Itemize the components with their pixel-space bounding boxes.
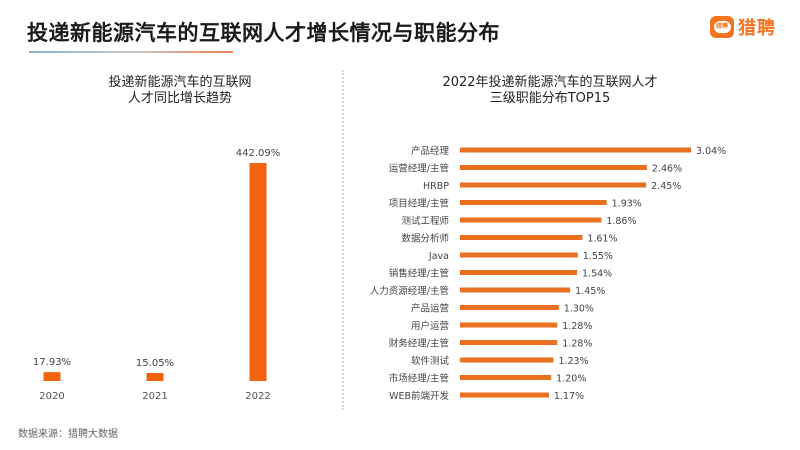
y-tick-label: 财务经理/主管 bbox=[389, 338, 449, 350]
liepin-logo: 猎聘 猎聘 bbox=[710, 14, 776, 40]
logo-badge-text: 猎聘 bbox=[713, 21, 731, 33]
x-tick-label-2021: 2021 bbox=[142, 391, 167, 402]
data-label: 1.23% bbox=[558, 356, 588, 367]
data-label: 1.61% bbox=[587, 234, 617, 245]
data-label-2020: 17.93% bbox=[33, 357, 71, 368]
bar bbox=[460, 305, 559, 310]
y-tick-label: HRBP bbox=[423, 181, 449, 192]
data-label: 1.93% bbox=[612, 199, 642, 210]
page-title: 投递新能源汽车的互联网人才增长情况与职能分布 bbox=[27, 21, 500, 45]
x-tick-label-2020: 2020 bbox=[39, 391, 64, 402]
bar bbox=[460, 357, 554, 363]
y-tick-label: Java bbox=[428, 251, 449, 262]
bar bbox=[460, 217, 602, 223]
y-tick-label: 用户运营 bbox=[411, 320, 449, 332]
growth-bar-chart: 17.93% 2020 15.05% 2021 442.09% 2022 bbox=[33, 148, 281, 402]
y-tick-label: 数据分析师 bbox=[401, 233, 449, 245]
left-chart-title: 投递新能源汽车的互联网 人才同比增长趋势 bbox=[80, 75, 280, 107]
data-label: 2.46% bbox=[652, 164, 682, 175]
y-tick-label: 市场经理/主管 bbox=[389, 373, 449, 385]
data-label: 1.54% bbox=[582, 269, 612, 280]
bar bbox=[460, 375, 552, 380]
data-label: 2.45% bbox=[651, 181, 681, 192]
logo-text: 猎聘 bbox=[738, 18, 776, 39]
data-label: 1.45% bbox=[575, 286, 605, 297]
y-tick-label: 销售经理/主管 bbox=[389, 268, 449, 280]
y-tick-label: 人力资源经理/主管 bbox=[370, 285, 449, 297]
data-label: 1.55% bbox=[583, 251, 613, 262]
left-chart-title-line2: 人才同比增长趋势 bbox=[127, 91, 232, 106]
data-label: 1.17% bbox=[554, 391, 584, 402]
right-chart-title-line1: 2022年投递新能源汽车的互联网人才 bbox=[442, 75, 658, 90]
bar bbox=[460, 287, 571, 293]
bar bbox=[460, 392, 549, 398]
y-tick-label: 运营经理/主管 bbox=[389, 163, 449, 175]
bar bbox=[460, 200, 607, 205]
y-tick-label: WEB前端开发 bbox=[389, 390, 449, 402]
y-tick-label: 产品经理 bbox=[411, 145, 450, 157]
y-tick-label: 软件测试 bbox=[411, 355, 450, 367]
right-chart-title: 2022年投递新能源汽车的互联网人才 三级职能分布TOP15 bbox=[430, 75, 670, 107]
data-source-note: 数据来源：猎聘大数据 bbox=[18, 429, 118, 440]
right-chart-title-line2: 三级职能分布TOP15 bbox=[489, 91, 611, 106]
y-tick-label: 测试工程师 bbox=[401, 215, 449, 227]
bar bbox=[460, 235, 583, 240]
left-chart-title-line1: 投递新能源汽车的互联网 bbox=[108, 75, 252, 90]
data-label: 1.86% bbox=[606, 216, 636, 227]
bar bbox=[460, 165, 647, 170]
panel-divider bbox=[342, 70, 344, 410]
data-label: 1.30% bbox=[564, 304, 594, 315]
logo-badge-icon: 猎聘 bbox=[710, 16, 734, 38]
x-tick-label-2022: 2022 bbox=[245, 391, 270, 402]
function-distribution-chart: 产品经理 3.04% 运营经理/主管 2.46% HRBP 2.45% 项目经理/主管 1.9… bbox=[370, 145, 726, 402]
bar bbox=[460, 322, 558, 328]
bar-2021 bbox=[146, 373, 164, 381]
y-tick-label: 产品运营 bbox=[411, 303, 449, 315]
bar-2022 bbox=[249, 163, 267, 381]
bar bbox=[460, 340, 558, 345]
data-label: 3.04% bbox=[696, 146, 726, 157]
data-label: 1.28% bbox=[562, 339, 592, 350]
title-underline bbox=[29, 51, 233, 53]
bar bbox=[460, 182, 647, 188]
bar bbox=[460, 252, 578, 258]
data-label: 1.20% bbox=[556, 374, 586, 385]
data-label-2021: 15.05% bbox=[136, 358, 174, 369]
bar bbox=[460, 147, 691, 153]
y-tick-label: 项目经理/主管 bbox=[389, 198, 449, 210]
data-label-2022: 442.09% bbox=[236, 148, 281, 159]
data-label: 1.28% bbox=[562, 321, 592, 332]
bar bbox=[460, 270, 578, 275]
bar-2020 bbox=[43, 372, 61, 381]
